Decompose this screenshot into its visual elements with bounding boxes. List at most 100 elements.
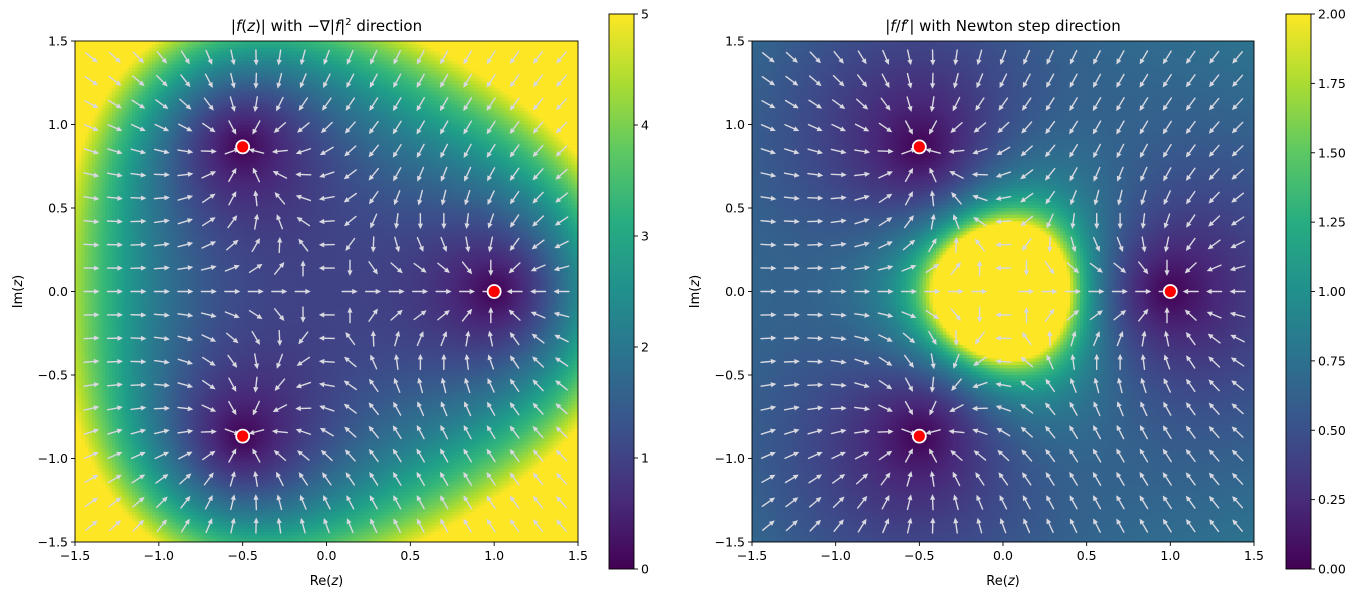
heatmap-cell	[390, 77, 395, 82]
heatmap-cell	[571, 41, 576, 45]
heatmap-cell	[249, 51, 254, 55]
heatmap-cell	[138, 54, 143, 59]
heatmap-cell	[544, 54, 549, 59]
heatmap-cell	[276, 57, 281, 62]
heatmap-cell	[557, 44, 562, 49]
heatmap-cell	[292, 64, 297, 69]
heatmap-cell	[192, 41, 197, 45]
heatmap-cell	[417, 44, 421, 49]
heatmap-cell	[474, 61, 478, 65]
heatmap-cell	[91, 64, 96, 69]
heatmap-cell	[356, 44, 361, 49]
heatmap-cell	[155, 44, 160, 49]
heatmap-cell	[410, 54, 415, 59]
heatmap-cell	[323, 41, 328, 45]
heatmap-cell	[537, 44, 542, 49]
heatmap-cell	[115, 44, 120, 49]
heatmap-cell	[286, 67, 291, 72]
heatmap-cell	[95, 54, 100, 59]
heatmap-cell	[178, 54, 183, 59]
heatmap-cell	[554, 47, 559, 52]
heatmap-cell	[148, 41, 153, 45]
heatmap-cell	[105, 51, 110, 55]
heatmap-cell	[125, 44, 130, 49]
heatmap-cell	[561, 74, 566, 79]
heatmap-cell	[440, 64, 445, 69]
heatmap-cell	[289, 77, 294, 82]
heatmap-cell	[541, 81, 546, 86]
heatmap-cell	[81, 44, 86, 49]
heatmap-cell	[276, 71, 281, 75]
heatmap-cell	[376, 51, 381, 55]
heatmap-cell	[430, 67, 435, 72]
heatmap-cell	[202, 44, 207, 49]
heatmap-cell	[319, 47, 324, 52]
heatmap-cell	[88, 81, 93, 86]
heatmap-cell	[490, 41, 495, 45]
heatmap-cell	[95, 57, 100, 62]
heatmap-cell	[343, 44, 348, 49]
heatmap-cell	[239, 47, 244, 52]
heatmap-cell	[403, 74, 408, 79]
heatmap-cell	[470, 74, 475, 79]
heatmap-cell	[101, 74, 106, 79]
heatmap-cell	[339, 41, 344, 45]
heatmap-cell	[333, 67, 338, 72]
heatmap-cell	[128, 41, 133, 45]
heatmap-cell	[175, 67, 180, 72]
heatmap-cell	[279, 47, 284, 52]
heatmap-cell	[527, 71, 532, 75]
heatmap-cell	[520, 74, 525, 79]
heatmap-cell	[115, 84, 120, 89]
heatmap-cell	[282, 74, 287, 79]
heatmap-cell	[78, 84, 83, 89]
heatmap-cell	[229, 41, 234, 45]
heatmap-cell	[118, 84, 123, 89]
heatmap-cell	[178, 71, 183, 75]
heatmap-cell	[420, 81, 425, 86]
heatmap-cell	[510, 61, 515, 65]
heatmap-cell	[326, 77, 331, 82]
heatmap-cell	[195, 51, 200, 55]
heatmap-cell	[88, 44, 93, 49]
heatmap-cell	[400, 51, 405, 55]
heatmap-cell	[363, 77, 368, 82]
heatmap-cell	[544, 64, 549, 69]
heatmap-cell	[91, 54, 96, 59]
heatmap-cell	[85, 41, 90, 45]
heatmap-cell	[306, 54, 311, 59]
heatmap-cell	[91, 71, 96, 75]
heatmap-cell	[427, 57, 432, 62]
heatmap-cell	[98, 81, 103, 86]
heatmap-cell	[85, 57, 90, 62]
heatmap-cell	[212, 77, 217, 82]
heatmap-cell	[132, 47, 136, 52]
heatmap-cell	[225, 64, 230, 69]
heatmap-cell	[81, 61, 86, 65]
heatmap-cell	[514, 57, 519, 62]
heatmap-cell	[125, 51, 130, 55]
heatmap-cell	[413, 77, 418, 82]
heatmap-cell	[105, 77, 110, 82]
heatmap-cell	[246, 81, 250, 86]
heatmap-cell	[433, 64, 438, 69]
heatmap-cell	[423, 47, 428, 52]
heatmap-cell	[440, 67, 445, 72]
heatmap-cell	[125, 77, 130, 82]
heatmap-cell	[105, 81, 110, 86]
heatmap-cell	[222, 84, 227, 89]
heatmap-cell	[356, 77, 361, 82]
heatmap-cell	[474, 47, 478, 52]
heatmap-cell	[323, 51, 328, 55]
heatmap-cell	[541, 44, 546, 49]
heatmap-cell	[279, 51, 284, 55]
panel-abs-f: |f(z)| with −∇|f|2 direction −1.5 −1.0 −0.…	[11, 7, 649, 590]
heatmap-cell	[306, 61, 311, 65]
heatmap-cell	[551, 47, 556, 52]
heatmap-cell	[172, 47, 177, 52]
heatmap-cell	[510, 47, 515, 52]
heatmap-cell	[386, 51, 391, 55]
heatmap-cell	[457, 41, 462, 45]
heatmap-cell	[215, 44, 220, 49]
heatmap-cell	[225, 61, 230, 65]
